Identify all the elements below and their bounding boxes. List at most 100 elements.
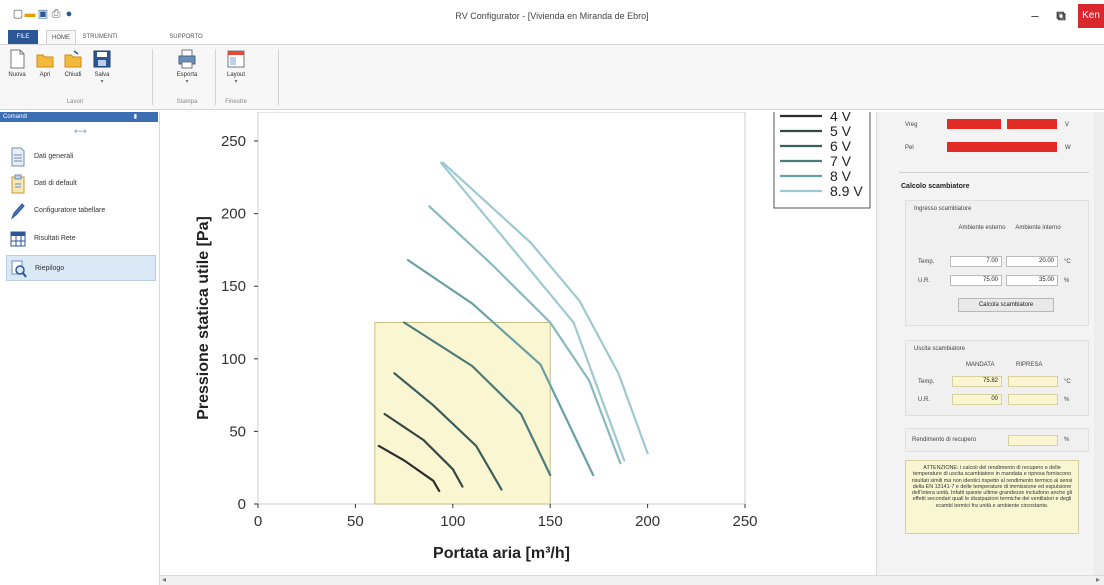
title-bar: ▢ ▬ ▣ ⎙ ● RV Configurator - [Vivienda en… <box>0 0 1104 30</box>
sidebar-item-label: Configuratore tabellare <box>34 207 106 214</box>
y-tick-label: 0 <box>238 496 246 513</box>
sidebar-item-riepilogo[interactable]: Riepilogo <box>6 255 156 281</box>
clipboard-icon <box>11 174 25 194</box>
drag-handle-icon[interactable]: ⟷ <box>74 126 87 136</box>
y-axis-label: Pressione statica utile [Pa] <box>195 216 212 420</box>
scroll-left-icon[interactable]: ◂ <box>162 575 167 584</box>
ur-mandata-value: 00 <box>952 394 1002 405</box>
sidebar-item-risultati-rete[interactable]: Risultati Rete <box>6 226 156 252</box>
save-icon[interactable]: ▣ <box>37 8 49 20</box>
sidebar-item-label: Riepilogo <box>35 265 65 272</box>
series-line <box>377 444 441 492</box>
col-ripresa-header: RIPRESA <box>1016 362 1043 368</box>
open-folder-icon[interactable]: ▬ <box>24 8 36 20</box>
legend-label: 5 V <box>830 123 852 139</box>
legend-label: 7 V <box>830 153 852 169</box>
sidebar-item-label: Dati di default <box>34 180 77 187</box>
new-button[interactable]: Nuova <box>3 49 31 78</box>
temp-ripresa-value <box>1008 376 1058 387</box>
magnifier-icon <box>11 260 27 278</box>
x-tick-label: 0 <box>254 513 262 530</box>
save-button[interactable]: Salva ▾ <box>87 49 117 85</box>
series-line <box>383 412 464 488</box>
minimize-button[interactable]: – <box>1031 8 1039 23</box>
sidebar-item-dati-generali[interactable]: Dati generali <box>6 144 156 170</box>
sidebar-item-dati-default[interactable]: Dati di default <box>6 171 156 197</box>
temp-mandata-value: 75.82 <box>952 376 1002 387</box>
open-label: Apri <box>39 72 51 78</box>
temp-internal-input[interactable]: 20.00 <box>1006 256 1058 267</box>
pencil-icon <box>10 203 25 220</box>
w-unit-label: W <box>1065 145 1071 151</box>
unit-celsius: °C <box>1064 379 1071 385</box>
panel-header: Comandi <box>0 112 158 122</box>
unit-percent: % <box>1064 437 1070 443</box>
scroll-right-icon[interactable]: ▸ <box>1095 575 1100 584</box>
y-tick-label: 150 <box>221 278 246 295</box>
help-icon[interactable]: ● <box>65 8 73 20</box>
legend-label: 4 V <box>830 112 852 124</box>
series-line <box>393 372 503 491</box>
y-tick-label: 200 <box>221 206 246 223</box>
new-file-icon[interactable]: ▢ <box>12 8 24 20</box>
sidebar-item-label: Dati generali <box>34 153 74 160</box>
col-internal-header: Ambiente interno <box>1015 225 1061 231</box>
section-title: Calcolo scambiatore <box>901 183 970 190</box>
panel-title: Comandi <box>3 114 28 120</box>
close-file-button[interactable]: Chiudi <box>59 49 87 78</box>
ribbon-separator <box>278 49 279 105</box>
group-finestre: Finestre <box>225 99 247 105</box>
v-reg-label: Vreg <box>905 122 918 128</box>
document-icon <box>11 147 25 167</box>
pin-icon[interactable]: ▮ <box>133 114 137 120</box>
window-title: RV Configurator - [Vivienda en Miranda d… <box>455 11 649 21</box>
calculate-exchanger-button[interactable]: Calcola scambiatore <box>958 298 1054 312</box>
restore-button[interactable]: ⧉ <box>1056 8 1066 23</box>
ur-label: U.R. <box>918 278 930 284</box>
efficiency-label: Rendimento di recupero <box>912 437 977 443</box>
ur-ripresa-value <box>1008 394 1058 405</box>
x-tick-label: 200 <box>635 513 660 530</box>
folder-open-icon <box>36 54 54 68</box>
unit-celsius: °C <box>1064 259 1071 265</box>
sidebar-item-configuratore[interactable]: Configuratore tabellare <box>6 198 156 224</box>
tab-strumenti[interactable]: STRUMENTI <box>82 34 118 40</box>
tab-home[interactable]: HOME <box>46 30 76 44</box>
output-section: Uscita scambiatore MANDATA RIPRESA Temp.… <box>905 340 1089 416</box>
group-stampa: Stampa <box>176 99 198 105</box>
commands-panel: Comandi ▮ ⟷ Dati generali Dati di defaul… <box>0 112 160 585</box>
folder-close-icon <box>64 50 82 68</box>
close-button[interactable]: Ken <box>1078 4 1104 28</box>
legend-label: 8 V <box>830 168 852 184</box>
horizontal-scrollbar[interactable]: ◂ ▸ <box>160 575 1104 585</box>
chevron-down-icon: ▾ <box>185 79 189 85</box>
ribbon-tabs: FILE HOME STRUMENTI SUPPORTO <box>0 30 1104 44</box>
export-button[interactable]: Esporta ▾ <box>172 49 202 85</box>
chevron-down-icon: ▾ <box>100 79 104 85</box>
open-button[interactable]: Apri <box>31 49 59 78</box>
temp-external-input[interactable]: 7.00 <box>950 256 1002 267</box>
ur-internal-input[interactable]: 35.00 <box>1006 275 1058 286</box>
tab-file[interactable]: FILE <box>8 30 38 44</box>
ribbon: Nuova Apri Chiudi Salva ▾ Lavori Esporta… <box>0 44 1104 110</box>
fan-curve-chart: 0 50 100 150 200 250 0 50 100 150 200 250 Portata ar… <box>195 112 871 562</box>
efficiency-value <box>1008 435 1058 446</box>
v-unit-label: V <box>1065 122 1070 128</box>
ribbon-separator <box>215 49 216 105</box>
table-grid-icon <box>10 231 26 247</box>
layout-button[interactable]: Layout ▾ <box>221 49 251 85</box>
export-label: Esporta <box>176 72 198 78</box>
print-icon[interactable]: ⎙ <box>51 8 61 20</box>
legend-label: 8.9 V <box>830 183 863 199</box>
ur-external-input[interactable]: 75.00 <box>950 275 1002 286</box>
vertical-scrollbar[interactable] <box>1094 112 1104 575</box>
col-mandata-header: MANDATA <box>966 362 995 368</box>
efficiency-section: Rendimento di recupero % <box>905 428 1089 452</box>
save-label: Salva <box>94 72 110 78</box>
temp-label: Temp. <box>918 259 935 265</box>
v-reg-value-bar <box>947 119 1001 129</box>
input-section: Ingresso scambiatore Ambiente esterno Am… <box>905 200 1089 326</box>
pel-value-bar <box>947 142 1057 152</box>
divider <box>899 172 1089 173</box>
tab-supporto[interactable]: SUPPORTO <box>169 34 203 40</box>
